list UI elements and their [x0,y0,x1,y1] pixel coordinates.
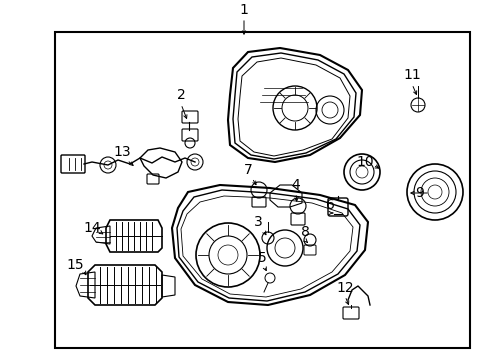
Text: 3: 3 [253,215,262,229]
Text: 11: 11 [402,68,420,82]
Text: 15: 15 [66,258,83,272]
Text: 13: 13 [113,145,131,159]
Text: 4: 4 [291,178,300,192]
Text: 7: 7 [243,163,252,177]
Text: 9: 9 [415,186,424,200]
Text: 1: 1 [239,3,248,17]
Text: 10: 10 [355,155,373,169]
Text: 12: 12 [336,281,353,295]
Text: 8: 8 [300,225,309,239]
Text: 2: 2 [176,88,185,102]
Text: 6: 6 [325,198,334,212]
Text: 5: 5 [257,251,266,265]
Text: 14: 14 [83,221,101,235]
